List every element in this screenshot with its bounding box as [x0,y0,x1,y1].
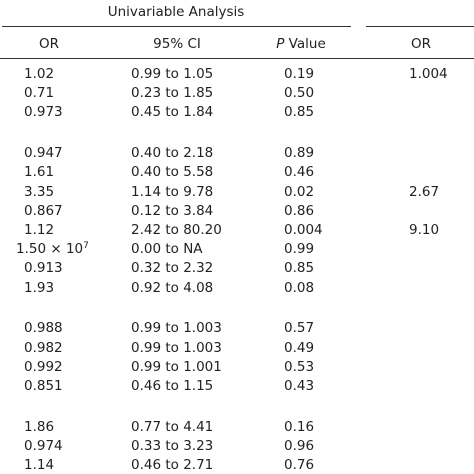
cell-95ci: 0.99 to 1.05 [131,66,214,82]
cell-p-value: 0.86 [284,203,315,219]
column-header-or: OR [38,36,60,52]
cell-or: 1.61 [24,164,55,180]
cell-p-value: 0.43 [284,378,315,394]
cell-p-value: 0.02 [284,184,315,200]
cell-95ci: 0.40 to 2.18 [131,145,214,161]
cell-p-value: 0.57 [284,320,315,336]
cell-95ci: 0.23 to 1.85 [131,85,214,101]
cell-or: 3.35 [24,184,55,200]
cell-or: 0.982 [24,340,63,356]
cell-p-value: 0.46 [284,164,315,180]
cell-or: 1.14 [24,457,55,473]
cell-95ci: 0.99 to 1.001 [131,359,222,375]
cell-p-value: 0.76 [284,457,315,473]
cell-95ci: 0.40 to 5.58 [131,164,214,180]
cell-or: 1.02 [24,66,55,82]
header-bottom-rule [0,58,474,59]
cell-or: 0.992 [24,359,63,375]
cell-p-value: 0.19 [284,66,315,82]
cell-p-value: 0.96 [284,438,315,454]
cell-95ci: 0.46 to 2.71 [131,457,214,473]
cell-p-value: 0.89 [284,145,315,161]
cell-p-value: 0.16 [284,419,315,435]
cell-95ci: 0.33 to 3.23 [131,438,214,454]
cell-p-value: 0.53 [284,359,315,375]
cell-95ci: 0.12 to 3.84 [131,203,214,219]
cell-95ci: 0.45 to 1.84 [131,104,214,120]
cell-p-value: 0.85 [284,260,315,276]
group-header-rule [2,26,351,27]
cell-p-value: 0.49 [284,340,315,356]
column-header-or-2: OR [410,36,432,52]
cell-95ci: 0.92 to 4.08 [131,280,214,296]
cell-or: 1.50 × 107 [16,241,89,257]
cell-95ci: 0.32 to 2.32 [131,260,214,276]
p-italic: P [276,36,285,52]
cell-or: 0.947 [24,145,63,161]
cell-or: 0.973 [24,104,63,120]
p-value-suffix: Value [284,36,326,52]
cell-or: 0.988 [24,320,63,336]
column-header-p-value: P Value [276,36,326,52]
cell-or: 0.974 [24,438,63,454]
cell-p-value: 0.85 [284,104,315,120]
or-base: 1.50 × 10 [16,241,84,257]
cell-95ci: 0.99 to 1.003 [131,320,222,336]
cell-or: 1.12 [24,222,55,238]
cell-or-2: 2.67 [409,184,440,200]
group-header-univariable: Univariable Analysis [107,4,245,20]
or-exponent: 7 [83,241,89,251]
cell-95ci: 0.46 to 1.15 [131,378,214,394]
cell-95ci: 2.42 to 80.20 [131,222,222,238]
cell-95ci: 0.99 to 1.003 [131,340,222,356]
cell-95ci: 0.00 to NA [131,241,203,257]
cell-or: 1.93 [24,280,55,296]
cell-or: 0.851 [24,378,63,394]
cell-95ci: 0.77 to 4.41 [131,419,214,435]
column-header-95ci: 95% CI [153,36,201,52]
group-header-rule-right [366,26,474,27]
cell-p-value: 0.50 [284,85,315,101]
cell-95ci: 1.14 to 9.78 [131,184,214,200]
cell-p-value: 0.004 [284,222,323,238]
cell-or: 1.86 [24,419,55,435]
cell-p-value: 0.08 [284,280,315,296]
cell-p-value: 0.99 [284,241,315,257]
cell-or-2: 1.004 [409,66,448,82]
cell-or: 0.71 [24,85,55,101]
cell-or: 0.913 [24,260,63,276]
cell-or: 0.867 [24,203,63,219]
cell-or-2: 9.10 [409,222,440,238]
